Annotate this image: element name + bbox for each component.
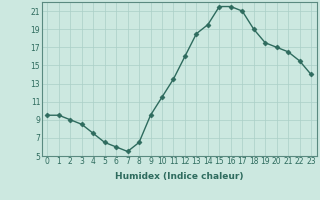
X-axis label: Humidex (Indice chaleur): Humidex (Indice chaleur) — [115, 172, 244, 181]
